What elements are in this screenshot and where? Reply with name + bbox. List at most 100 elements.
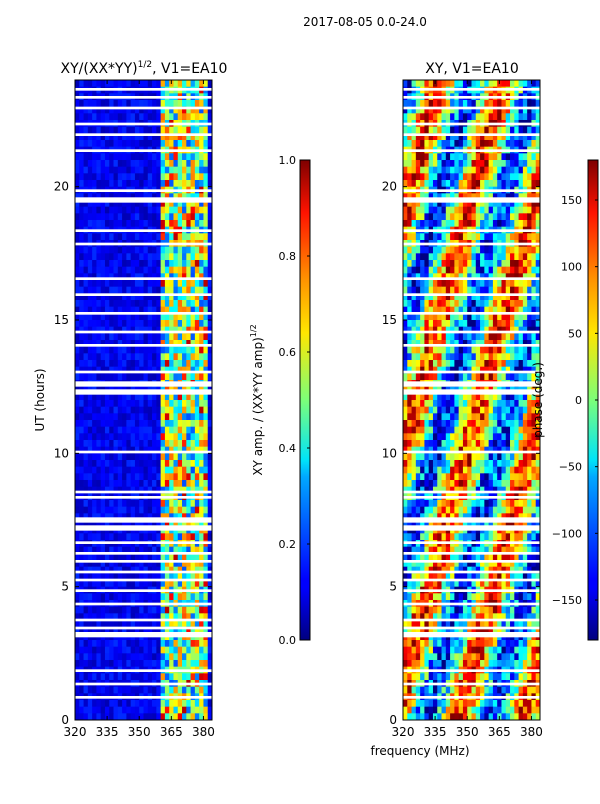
heatmap-cell	[178, 653, 183, 660]
heatmap-cell	[122, 453, 127, 460]
heatmap-cell	[412, 160, 417, 167]
heatmap-cell	[463, 173, 468, 180]
heatmap-cell	[420, 373, 425, 380]
heatmap-cell	[75, 660, 80, 667]
heatmap-cell	[497, 320, 502, 327]
heatmap-cell	[84, 473, 89, 480]
heatmap-cell	[203, 353, 208, 360]
heatmap-cell	[416, 353, 421, 360]
heatmap-cell	[75, 700, 80, 707]
heatmap-cell	[92, 280, 97, 287]
heatmap-cell	[75, 80, 80, 87]
heatmap-cell	[135, 427, 140, 434]
heatmap-cell	[118, 320, 123, 327]
heatmap-cell	[101, 660, 106, 667]
heatmap-cell	[148, 420, 153, 427]
heatmap-cell	[484, 320, 489, 327]
heatmap-cell	[101, 347, 106, 354]
heatmap-cell	[75, 267, 80, 274]
heatmap-cell	[152, 660, 157, 667]
heatmap-cell	[144, 100, 149, 107]
heatmap-cell	[139, 433, 144, 440]
heatmap-cell	[131, 100, 136, 107]
heatmap-cell	[79, 167, 84, 174]
heatmap-cell	[118, 673, 123, 680]
heatmap-cell	[191, 253, 196, 260]
heatmap-cell	[169, 253, 174, 260]
heatmap-cell	[182, 140, 187, 147]
heatmap-cell	[519, 233, 524, 240]
heatmap-cell	[101, 533, 106, 540]
heatmap-cell	[88, 260, 93, 267]
heatmap-cell	[182, 260, 187, 267]
heatmap-cell	[182, 267, 187, 274]
heatmap-cell	[139, 347, 144, 354]
heatmap-cell	[156, 373, 161, 380]
heatmap-cell	[182, 320, 187, 327]
heatmap-cell	[96, 593, 101, 600]
heatmap-cell	[472, 160, 477, 167]
heatmap-cell	[199, 433, 204, 440]
heatmap-cell	[437, 333, 442, 340]
heatmap-cell	[144, 253, 149, 260]
heatmap-cell	[101, 140, 106, 147]
heatmap-cell	[467, 453, 472, 460]
heatmap-cell	[446, 267, 451, 274]
heatmap-cell	[484, 160, 489, 167]
heatmap-cell	[403, 347, 408, 354]
heatmap-cell	[412, 260, 417, 267]
heatmap-cell	[114, 473, 119, 480]
heatmap-cell	[450, 420, 455, 427]
heatmap-cell	[199, 653, 204, 660]
heatmap-cell	[148, 427, 153, 434]
heatmap-cell	[161, 440, 166, 447]
heatmap-cell	[88, 640, 93, 647]
heatmap-cell	[523, 373, 528, 380]
heatmap-cell	[96, 647, 101, 654]
heatmap-cell	[114, 420, 119, 427]
heatmap-cell	[131, 653, 136, 660]
heatmap-cell	[484, 253, 489, 260]
heatmap-cell	[96, 100, 101, 107]
heatmap-cell	[463, 213, 468, 220]
heatmap-cell	[152, 707, 157, 714]
heatmap-cell	[182, 453, 187, 460]
heatmap-cell	[156, 707, 161, 714]
heatmap-cell	[463, 153, 468, 160]
heatmap-cell	[186, 700, 191, 707]
heatmap-cell	[79, 333, 84, 340]
heatmap-cell	[489, 167, 494, 174]
heatmap-cell	[519, 267, 524, 274]
heatmap-cell	[144, 473, 149, 480]
heatmap-cell	[135, 287, 140, 294]
heatmap-cell	[429, 320, 434, 327]
heatmap-cell	[476, 300, 481, 307]
heatmap-cell	[437, 460, 442, 467]
heatmap-cell	[148, 253, 153, 260]
heatmap-cell	[131, 460, 136, 467]
heatmap-cell	[191, 687, 196, 694]
heatmap-cell	[126, 353, 131, 360]
heatmap-cell	[88, 687, 93, 694]
heatmap-cell	[152, 473, 157, 480]
heatmap-cell	[489, 440, 494, 447]
heatmap-cell	[92, 533, 97, 540]
heatmap-cell	[152, 607, 157, 614]
heatmap-cell	[199, 173, 204, 180]
heatmap-cell	[403, 247, 408, 254]
heatmap-cell	[131, 607, 136, 614]
heatmap-cell	[178, 260, 183, 267]
heatmap-cell	[148, 113, 153, 120]
heatmap-cell	[165, 160, 170, 167]
heatmap-cell	[523, 220, 528, 227]
heatmap-cell	[156, 287, 161, 294]
heatmap-cell	[459, 80, 464, 87]
heatmap-cell	[433, 440, 438, 447]
heatmap-cell	[96, 453, 101, 460]
heatmap-cell	[191, 180, 196, 187]
heatmap-cell	[122, 460, 127, 467]
heatmap-cell	[101, 100, 106, 107]
flagged-gap	[75, 96, 212, 99]
heatmap-cell	[527, 267, 532, 274]
heatmap-cell	[501, 113, 506, 120]
